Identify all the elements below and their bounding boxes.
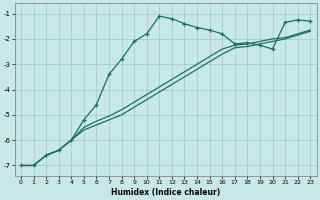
- X-axis label: Humidex (Indice chaleur): Humidex (Indice chaleur): [111, 188, 220, 197]
